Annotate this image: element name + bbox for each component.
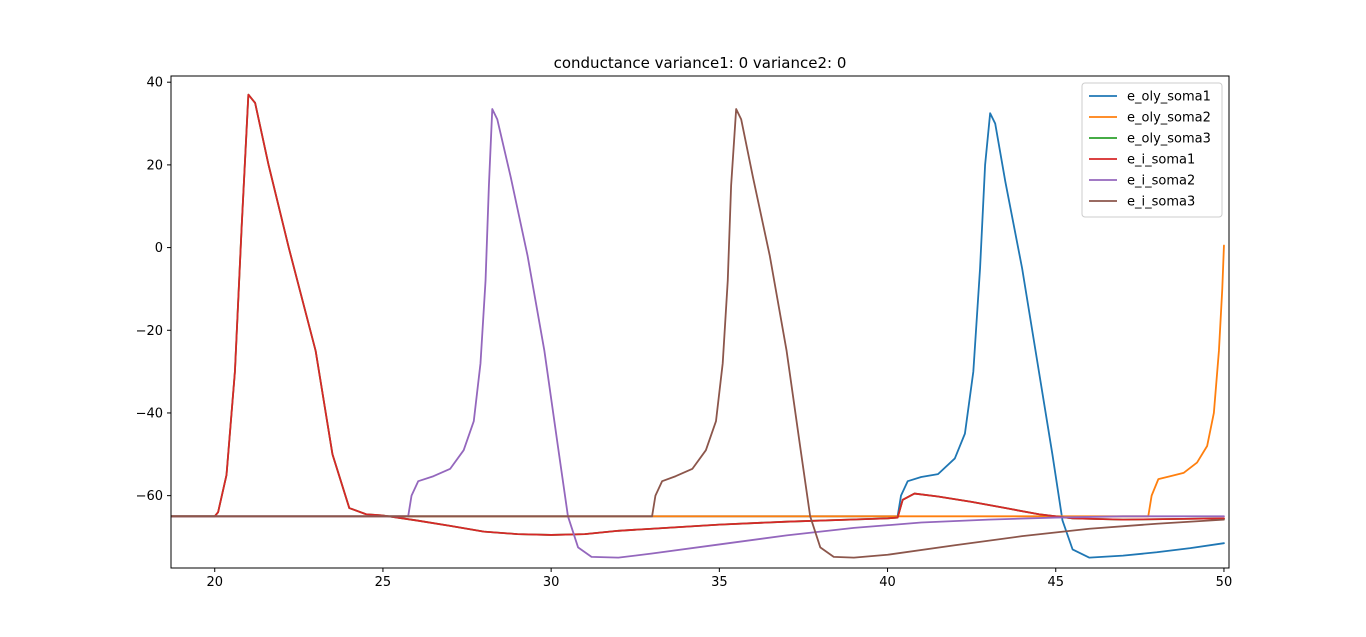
series-line-e_i_soma2 [171,108,1225,559]
x-tick-label: 40 [879,575,896,590]
legend-label-e_i_soma3: e_i_soma3 [1127,195,1195,210]
series-layer [171,93,1225,559]
series-line-e_i_soma1 [171,93,1225,536]
series-line-e_oly_soma2 [171,244,1225,518]
chart-title: conductance variance1: 0 variance2: 0 [554,54,847,72]
legend-label-e_oly_soma3: e_oly_soma3 [1127,132,1211,147]
y-tick-label: 40 [146,76,163,91]
legend-label-e_oly_soma1: e_oly_soma1 [1127,90,1211,105]
legend: e_oly_soma1 e_oly_soma2 e_oly_soma3 e_i_som… [1081,82,1223,218]
x-tick-label: 20 [206,575,223,590]
x-axis: 20 25 30 35 40 45 50 [206,568,1232,590]
legend-label-e_oly_soma2: e_oly_soma2 [1127,111,1211,126]
x-tick-label: 50 [1216,575,1233,590]
y-tick-label: −20 [136,324,163,339]
x-tick-label: 35 [711,575,728,590]
series-line-e_i_soma3 [171,108,1225,559]
series-line-e_oly_soma1 [171,112,1225,559]
plot-frame [170,75,1230,569]
y-tick-label: −40 [136,406,163,421]
y-tick-label: 0 [155,241,163,256]
x-tick-label: 30 [543,575,560,590]
legend-label-e_i_soma1: e_i_soma1 [1127,153,1195,168]
y-axis: −60 −40 −20 0 20 40 [136,76,171,504]
x-tick-label: 25 [375,575,392,590]
y-tick-label: −60 [136,489,163,504]
x-tick-label: 45 [1047,575,1064,590]
series-line-e_oly_soma3 [171,93,1225,536]
y-tick-label: 20 [146,158,163,173]
legend-label-e_i_soma2: e_i_soma2 [1127,174,1195,189]
